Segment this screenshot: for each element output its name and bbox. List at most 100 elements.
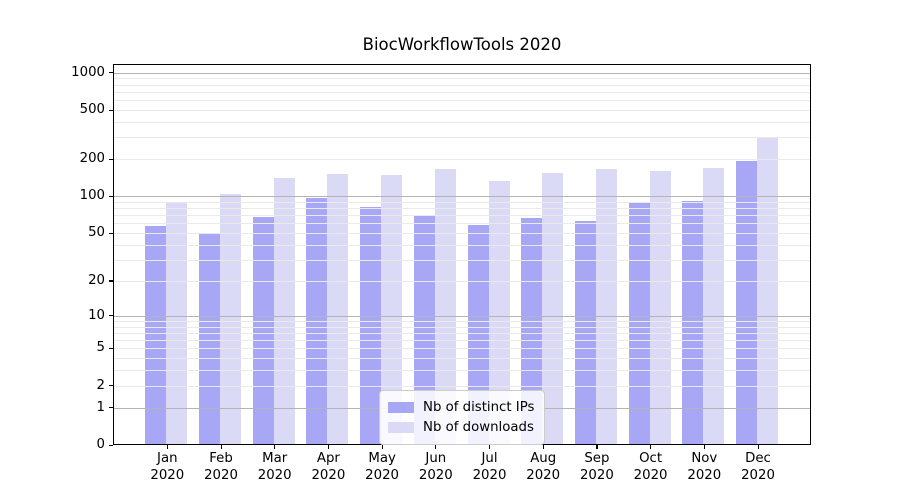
gridline-y-4 xyxy=(113,358,811,360)
y-tick-mark xyxy=(109,385,113,387)
gridline-y-5 xyxy=(113,348,811,350)
gridline-y-50 xyxy=(113,233,811,235)
gridline-y-90 xyxy=(113,201,811,203)
y-axis-tick-label: 10 xyxy=(88,307,105,323)
bar-nb-of-downloads xyxy=(381,174,403,445)
bar-nb-of-distinct-ips xyxy=(413,215,435,445)
y-axis-tick-label: 100 xyxy=(79,188,105,204)
bar-nb-of-downloads xyxy=(327,174,349,445)
gridline-y-20 xyxy=(113,280,811,282)
x-axis-tick-label: Oct 2020 xyxy=(633,451,668,483)
gridline-y-7 xyxy=(113,332,811,334)
gridline-y-70 xyxy=(113,215,811,217)
y-axis-tick-label: 500 xyxy=(79,102,105,117)
x-axis-tick-label: Apr 2020 xyxy=(311,451,346,483)
x-tick-mark xyxy=(489,445,491,449)
gridline-y-60 xyxy=(113,223,811,225)
x-axis-tick-label: Sep 2020 xyxy=(579,451,614,483)
y-tick-mark xyxy=(109,109,113,111)
y-tick-mark xyxy=(109,347,113,350)
bar-nb-of-downloads xyxy=(542,172,564,445)
x-tick-mark xyxy=(435,445,437,449)
gridline-y-1000 xyxy=(113,72,811,74)
bar-nb-of-downloads xyxy=(757,137,778,445)
x-tick-mark xyxy=(596,445,598,449)
plot-area xyxy=(109,63,811,449)
x-axis-tick-label: Jan 2020 xyxy=(150,451,185,483)
bar-nb-of-distinct-ips xyxy=(360,206,382,445)
bar-nb-of-downloads xyxy=(703,167,725,445)
x-axis-tick-label: Jul 2020 xyxy=(472,451,507,483)
y-tick-mark xyxy=(109,195,113,197)
x-axis-tick-label: Feb 2020 xyxy=(204,451,238,483)
gridline-y-6 xyxy=(113,340,811,342)
bar-nb-of-distinct-ips xyxy=(145,226,167,445)
x-tick-mark xyxy=(220,445,222,449)
chart-title: BiocWorkflowTools 2020 xyxy=(362,35,562,54)
bar-nb-of-distinct-ips xyxy=(628,201,650,445)
gridline-y-40 xyxy=(113,244,811,246)
legend-swatch-distinct-ips xyxy=(388,401,414,413)
legend-entry-distinct-ips: Nb of distinct IPs xyxy=(388,397,534,417)
gridline-y-100 xyxy=(113,196,811,198)
legend-entry-downloads: Nb of downloads xyxy=(388,417,534,437)
x-axis-tick-label: Aug 2020 xyxy=(526,451,561,483)
bar-nb-of-distinct-ips xyxy=(521,218,543,445)
y-axis-tick-label: 5 xyxy=(96,340,105,356)
y-axis-tick-label: 1000 xyxy=(71,64,105,80)
x-tick-mark xyxy=(274,445,276,449)
gridline-y-8 xyxy=(113,326,811,328)
x-tick-mark xyxy=(650,445,652,449)
x-tick-mark xyxy=(703,445,705,449)
y-axis-tick-label: 50 xyxy=(88,225,105,241)
gridline-y-9 xyxy=(113,320,811,322)
bar-nb-of-downloads xyxy=(649,171,671,445)
x-tick-mark xyxy=(757,445,759,449)
x-axis-tick-label: Nov 2020 xyxy=(687,451,722,483)
gridline-y-80 xyxy=(113,208,811,210)
bar-nb-of-distinct-ips xyxy=(199,234,220,445)
bar-nb-of-downloads xyxy=(434,168,456,445)
gridline-y-900 xyxy=(113,78,811,80)
x-axis-tick-label: Dec 2020 xyxy=(741,451,775,483)
bar-nb-of-downloads xyxy=(220,194,241,445)
y-axis-tick-label: 1 xyxy=(96,399,105,415)
y-tick-mark xyxy=(109,280,113,282)
y-tick-mark xyxy=(109,444,113,446)
bar-nb-of-downloads xyxy=(488,181,510,445)
gridline-y-200 xyxy=(113,159,811,161)
y-tick-mark xyxy=(109,407,113,409)
bar-nb-of-downloads xyxy=(595,168,617,445)
y-tick-mark xyxy=(109,72,113,74)
bar-nb-of-distinct-ips xyxy=(252,216,274,445)
x-axis-tick-label: Jun 2020 xyxy=(418,451,453,483)
x-tick-mark xyxy=(166,445,168,449)
bar-nb-of-downloads xyxy=(273,178,295,445)
legend-swatch-downloads xyxy=(388,421,414,433)
gridline-y-30 xyxy=(113,259,811,261)
gridline-y-400 xyxy=(113,121,811,123)
x-tick-mark xyxy=(327,445,330,449)
y-axis-tick-label: 200 xyxy=(79,151,105,167)
y-axis-tick-label: 0 xyxy=(96,437,105,452)
legend-label-downloads: Nb of downloads xyxy=(423,419,534,435)
gridline-y-700 xyxy=(113,91,811,93)
x-tick-mark xyxy=(381,445,383,449)
x-tick-mark xyxy=(542,445,544,449)
gridline-y-500 xyxy=(113,110,811,111)
legend-label-distinct-ips: Nb of distinct IPs xyxy=(423,399,535,415)
x-axis-tick-label: Mar 2020 xyxy=(257,451,292,483)
gridline-y-600 xyxy=(113,100,811,102)
bar-nb-of-distinct-ips xyxy=(682,200,704,445)
bar-nb-of-downloads xyxy=(166,201,188,445)
y-tick-mark xyxy=(109,315,113,317)
bar-nb-of-distinct-ips xyxy=(736,160,757,445)
gridline-y-2 xyxy=(113,385,811,387)
y-tick-mark xyxy=(109,232,113,234)
gridline-y-800 xyxy=(113,84,811,86)
gridline-y-3 xyxy=(113,370,811,372)
gridline-y-300 xyxy=(113,137,811,139)
y-axis-tick-label: 20 xyxy=(88,272,105,288)
x-axis-tick-label: May 2020 xyxy=(365,451,400,483)
